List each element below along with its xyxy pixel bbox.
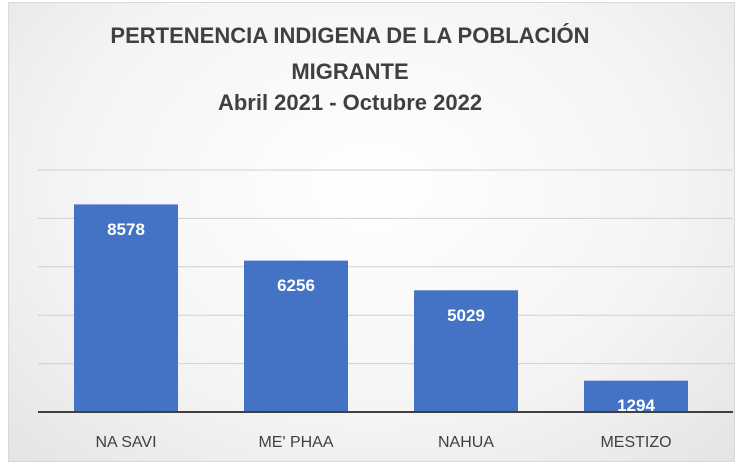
x-tick-label: MESTIZO: [600, 434, 671, 451]
chart-subtitle: Abril 2021 - Octubre 2022: [217, 90, 483, 115]
bar: [414, 290, 518, 412]
bar: [584, 380, 688, 412]
chart-title: PERTENENCIA INDIGENA DE LA POBLACIÓN MIG…: [110, 23, 590, 84]
x-tick-label: ME' PHAA: [258, 434, 333, 451]
x-tick-label: NAHUA: [438, 434, 494, 451]
bar: [244, 260, 348, 412]
data-label: 6256: [277, 276, 315, 295]
data-label: 5029: [447, 306, 485, 325]
data-label: 1294: [617, 396, 655, 415]
bar: [74, 204, 178, 412]
data-label: 8578: [107, 220, 145, 239]
x-tick-label: NA SAVI: [95, 434, 156, 451]
